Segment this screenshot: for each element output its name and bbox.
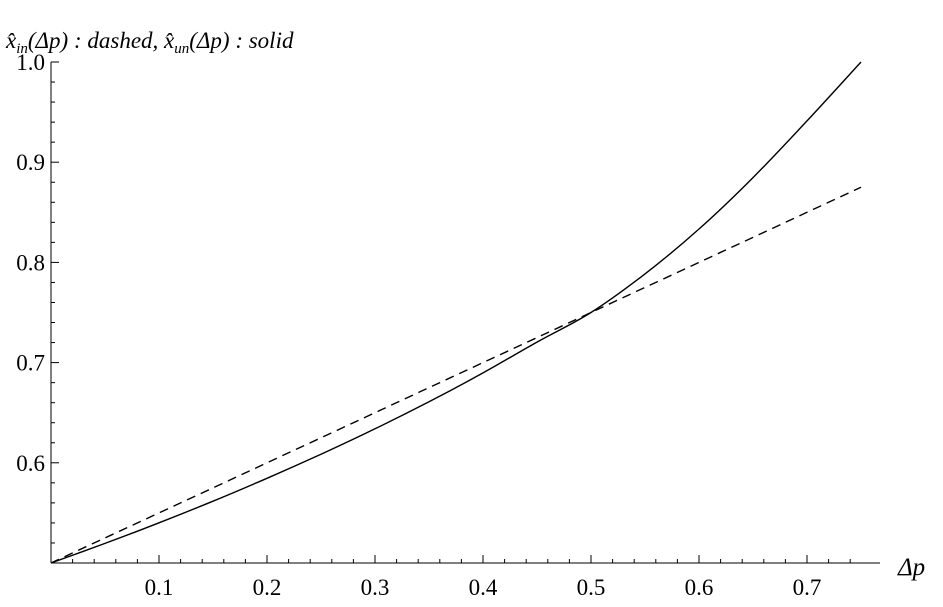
title-series1-symbol: x̂ (5, 28, 17, 53)
y-tick-label: 0.9 (16, 150, 45, 175)
x-tick-label: 0.4 (469, 575, 498, 600)
series-solid-line (50, 61, 862, 564)
title-series2-subscript: un (174, 41, 189, 57)
series-dashed-line (50, 186, 862, 564)
y-tick-label: 1.0 (16, 50, 45, 75)
x-tick-label: 0.3 (361, 575, 390, 600)
title-series1-subscript: in (16, 41, 28, 57)
x-tick-label: 0.5 (577, 575, 606, 600)
x-tick-label: 0.2 (253, 575, 282, 600)
x-tick-label: 0.7 (793, 575, 822, 600)
title-series2-arg: (Δp) : solid (189, 28, 294, 53)
series-layer (50, 61, 862, 564)
y-tick-label: 0.6 (16, 451, 45, 476)
title-series1-arg: (Δp) : dashed, (28, 28, 164, 53)
title-series2-symbol: x̂ (163, 28, 175, 53)
y-tick-label: 0.8 (16, 250, 45, 275)
chart-title: x̂in(Δp) : dashed, x̂un(Δp) : solid (5, 28, 294, 57)
x-tick-label: 0.6 (685, 575, 714, 600)
y-tick-label: 0.7 (16, 351, 45, 376)
axes: 0.1 0.2 0.3 0.4 0.5 0.6 0.7 0.6 0.7 0.8 0.9 1.0 (16, 50, 880, 600)
x-axis-label: Δp (897, 554, 925, 581)
x-tick-label: 0.1 (145, 575, 174, 600)
